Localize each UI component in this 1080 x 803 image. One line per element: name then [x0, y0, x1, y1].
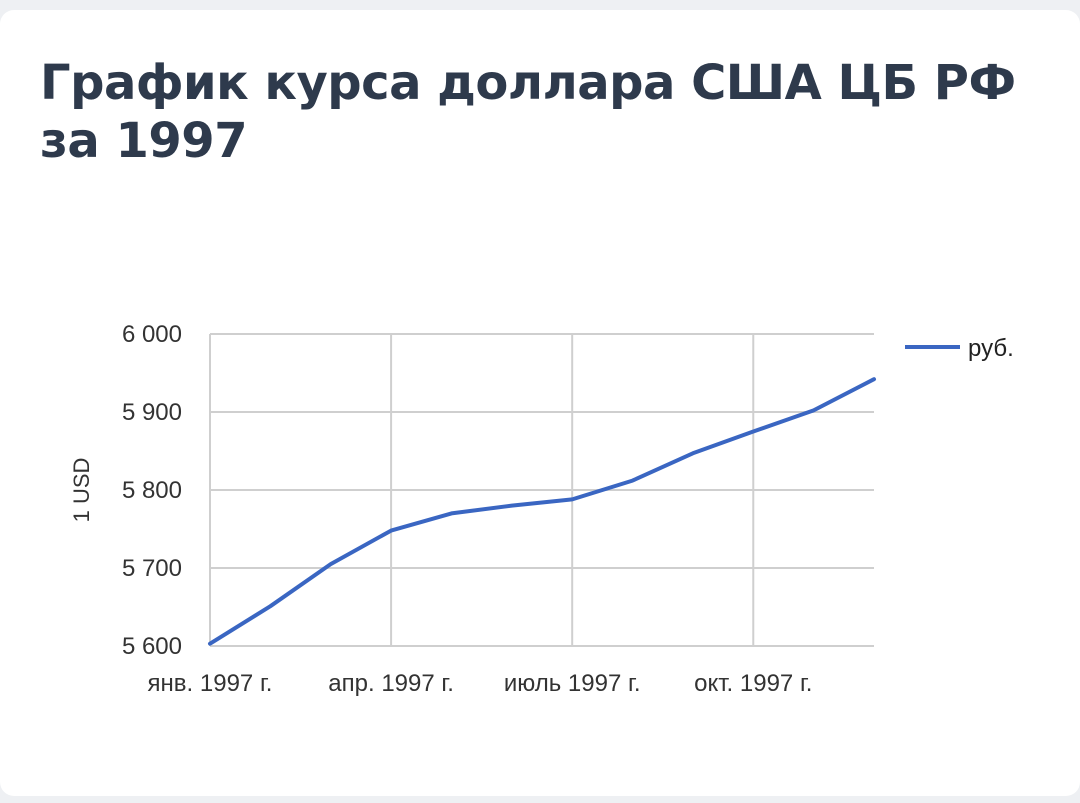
- series-line: [208, 377, 876, 646]
- x-tick-label: июль 1997 г.: [504, 670, 641, 697]
- chart-legend: руб.: [905, 335, 1014, 362]
- x-tick-label: янв. 1997 г.: [148, 670, 273, 697]
- x-tick-label: апр. 1997 г.: [328, 670, 454, 697]
- y-tick-label: 5 700: [122, 555, 182, 582]
- x-tick-label: окт. 1997 г.: [694, 670, 812, 697]
- y-axis-title: 1 USD: [69, 458, 94, 523]
- page-title: График курса доллара США ЦБ РФ за 1997: [40, 55, 1016, 169]
- chart-grid: [209, 333, 874, 647]
- chart-series: [208, 377, 876, 646]
- chart-card: [0, 10, 1080, 796]
- y-axis-ticks: 5 600 5 700 5 800 5 900 6 000: [122, 321, 182, 660]
- y-tick-label: 5 800: [122, 477, 182, 504]
- y-tick-label: 5 900: [122, 399, 182, 426]
- legend-label: руб.: [968, 335, 1014, 362]
- y-tick-label: 6 000: [122, 321, 182, 348]
- y-tick-label: 5 600: [122, 633, 182, 660]
- x-axis-ticks: янв. 1997 г. апр. 1997 г. июль 1997 г. окт.…: [148, 670, 813, 697]
